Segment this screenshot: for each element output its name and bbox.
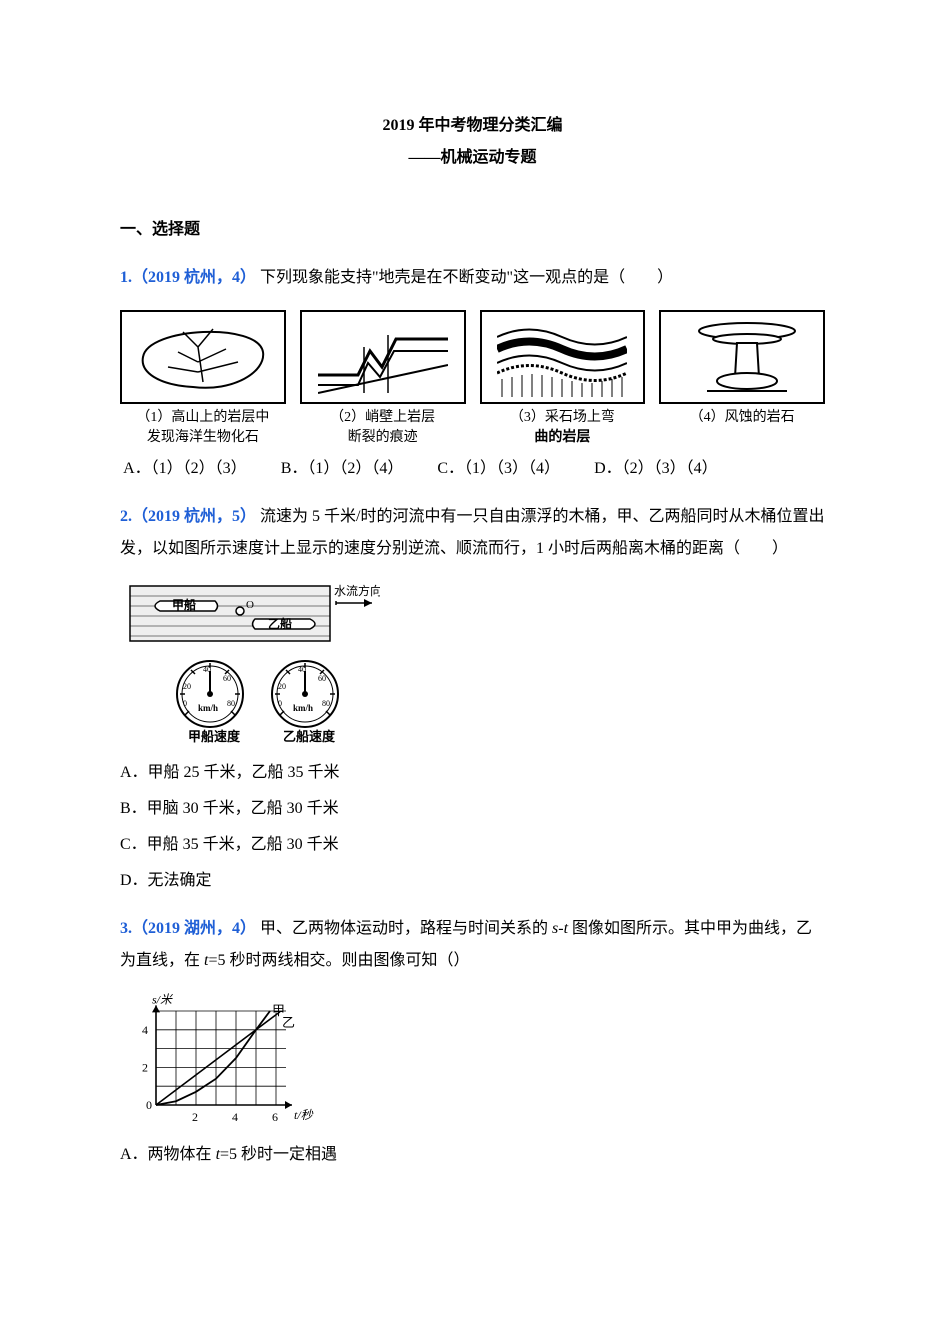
gauge-a: 0 20 40 60 80 km/h xyxy=(177,661,243,727)
boat-a-label: 甲船 xyxy=(172,597,196,612)
svg-text:0: 0 xyxy=(146,1098,152,1112)
flow-label: 水流方向 xyxy=(334,583,380,598)
barrel-label: O xyxy=(246,599,254,611)
q2-tag: 2.（2019 杭州，5） xyxy=(120,508,256,525)
rock-fossil-icon xyxy=(138,317,268,397)
q1-choices: A．（1）（2）（3） B．（1）（2）（4） C．（1）（3）（4） D．（2… xyxy=(120,453,825,485)
q2-choice-a: A．甲船 25 千米，乙船 35 千米 xyxy=(120,757,825,789)
svg-text:乙: 乙 xyxy=(282,1015,295,1030)
q1-img-2-box xyxy=(300,310,466,404)
folded-strata-icon xyxy=(497,317,627,397)
boat-b-label: 乙船 xyxy=(268,616,292,631)
q3-choice-a: A．两物体在 t=5 秒时一定相遇 xyxy=(120,1139,825,1171)
q1-tag: 1.（2019 杭州，4） xyxy=(120,269,256,286)
q1-img-3-box xyxy=(480,310,646,404)
page-title: 2019 年中考物理分类汇编 xyxy=(120,110,825,142)
gauge-b: 0 20 40 60 80 km/h xyxy=(272,661,338,727)
gauge-b-label: 乙船速度 xyxy=(283,729,336,744)
svg-text:60: 60 xyxy=(318,674,326,683)
svg-text:0: 0 xyxy=(278,699,282,708)
q1-choice-d: D．（2）（3）（4） xyxy=(594,460,718,477)
q2-choice-c: C．甲船 35 千米，乙船 30 千米 xyxy=(120,829,825,861)
svg-text:0: 0 xyxy=(183,699,187,708)
q2-choice-b: B．甲脑 30 千米，乙船 30 千米 xyxy=(120,793,825,825)
q3-figure: 024246s/米t/秒甲乙 xyxy=(120,993,825,1133)
svg-text:20: 20 xyxy=(278,682,286,691)
q1-img-3: （3）采石场上弯曲的岩层 xyxy=(480,310,646,447)
q2-stem: 2.（2019 杭州，5） 流速为 5 千米/时的河流中有一只自由漂浮的木桶，甲… xyxy=(120,501,825,565)
q1-img-1: （1）高山上的岩层中发现海洋生物化石 xyxy=(120,310,286,447)
svg-text:80: 80 xyxy=(227,699,235,708)
svg-text:6: 6 xyxy=(272,1110,278,1124)
svg-text:4: 4 xyxy=(232,1110,238,1124)
q1-choice-c: C．（1）（3）（4） xyxy=(437,460,560,477)
svg-text:4: 4 xyxy=(142,1023,148,1037)
s-t-graph-icon: 024246s/米t/秒甲乙 xyxy=(120,993,330,1133)
svg-text:t/秒: t/秒 xyxy=(294,1108,314,1122)
svg-text:20: 20 xyxy=(183,682,191,691)
river-speedometers-icon: O 甲船 乙船 水流方向 xyxy=(120,581,380,751)
q1-img-3-caption: （3）采石场上弯曲的岩层 xyxy=(480,408,646,447)
q1-img-4-box xyxy=(659,310,825,404)
q1-img-2: （2）峭壁上岩层断裂的痕迹 xyxy=(300,310,466,447)
q1-img-4: （4）风蚀的岩石 xyxy=(659,310,825,447)
svg-text:80: 80 xyxy=(322,699,330,708)
q3-tag: 3.（2019 湖州，4） xyxy=(120,920,256,937)
cliff-fault-icon xyxy=(318,317,448,397)
svg-text:2: 2 xyxy=(192,1110,198,1124)
page-subtitle: ——机械运动专题 xyxy=(120,142,825,174)
q1-choice-b: B．（1）（2）（4） xyxy=(281,460,404,477)
svg-text:2: 2 xyxy=(142,1061,148,1075)
svg-text:s/米: s/米 xyxy=(152,993,174,1006)
q2-choice-d: D．无法确定 xyxy=(120,865,825,897)
svg-text:km/h: km/h xyxy=(293,703,313,713)
svg-text:km/h: km/h xyxy=(198,703,218,713)
gauge-a-label: 甲船速度 xyxy=(188,729,241,744)
q3-choices: A．两物体在 t=5 秒时一定相遇 xyxy=(120,1139,825,1171)
q2-choices: A．甲船 25 千米，乙船 35 千米 B．甲脑 30 千米，乙船 30 千米 … xyxy=(120,757,825,897)
q1-img-2-caption: （2）峭壁上岩层断裂的痕迹 xyxy=(300,408,466,447)
q1-img-1-caption: （1）高山上的岩层中发现海洋生物化石 xyxy=(120,408,286,447)
q1-stem: 1.（2019 杭州，4） 下列现象能支持"地壳是在不断变动"这一观点的是（ ） xyxy=(120,262,825,294)
q1-choice-a: A．（1）（2）（3） xyxy=(123,460,247,477)
q1-img-4-caption: （4）风蚀的岩石 xyxy=(659,408,825,428)
q1-body: 下列现象能支持"地壳是在不断变动"这一观点的是（ ） xyxy=(260,269,673,286)
q2-figure: O 甲船 乙船 水流方向 xyxy=(120,581,825,751)
wind-eroded-rock-icon xyxy=(677,317,807,397)
section-1-heading: 一、选择题 xyxy=(120,214,825,246)
q1-img-1-box xyxy=(120,310,286,404)
svg-text:60: 60 xyxy=(223,674,231,683)
q1-image-row: （1）高山上的岩层中发现海洋生物化石 （2）峭壁上岩层断裂的痕迹 xyxy=(120,310,825,447)
q3-stem: 3.（2019 湖州，4） 甲、乙两物体运动时，路程与时间关系的 s-t 图像如… xyxy=(120,913,825,977)
